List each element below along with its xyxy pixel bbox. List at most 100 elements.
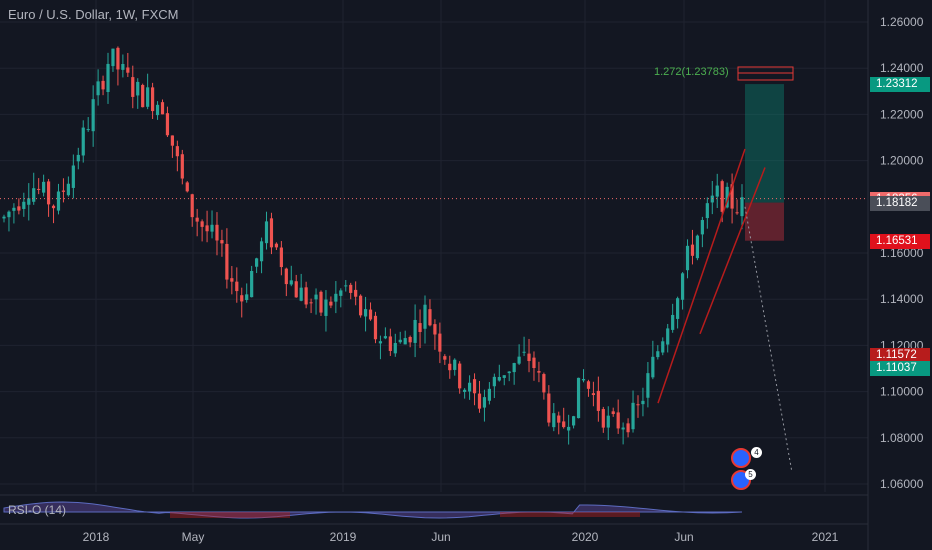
rsi-area [3,501,743,519]
candle-body [368,309,373,320]
candle-body [403,338,407,345]
y-tick-label: 1.10000 [880,385,924,399]
candle-body [220,240,224,244]
candle-body [314,294,318,300]
candle-body [235,281,239,292]
candle-body [126,67,130,73]
candle-body [547,393,551,423]
rsi-label: RSI-O (14) [8,503,67,517]
event-badge-top[interactable]: 4 [751,447,762,458]
candle-body [160,102,165,115]
candle-body [304,287,308,305]
candle-body [373,315,378,340]
candle-body [289,280,293,285]
candle-body [735,212,739,214]
y-tick-label: 1.26000 [880,15,924,29]
y-tick-label: 1.22000 [880,107,924,121]
candle-body [210,224,214,232]
candle-body [121,64,125,70]
candle-body [428,309,432,326]
candle-body [730,184,734,209]
candle-body [448,363,452,371]
candle-body [259,241,264,262]
candle-body [27,198,31,205]
candle-body [225,243,229,280]
candle-body [17,206,21,211]
candle-body [200,221,204,227]
candle-body [91,99,95,132]
candle-body [656,351,660,358]
x-tick-label: Jun [431,530,450,544]
time-axis[interactable]: 2018 May 2019 Jun 2020 Jun 2021 [0,523,868,544]
candle-body [700,220,704,235]
candle-body [180,154,184,179]
candle-body [190,194,194,218]
candle-body [646,373,650,398]
candle-body [636,404,640,406]
candle-body [581,379,586,381]
candle-body [329,301,333,306]
candle-body [2,216,6,219]
rsi-negative-zone [170,512,290,518]
price-grid [0,0,868,492]
price-axis[interactable]: 1.26000 1.24000 1.22000 1.20000 1.16000 1.140… [867,0,932,550]
candle-body [359,295,363,316]
y-tick-label: 1.08000 [880,431,924,445]
candle-body [245,294,249,300]
candle-body [185,182,189,192]
candle-body [527,353,531,362]
candle-body [7,211,11,218]
rsi-negative-zone [500,512,640,517]
candle-body [37,188,41,190]
candle-body [111,48,115,67]
candle-body [705,203,709,219]
candle-body [398,339,402,343]
candle-body [334,293,338,302]
x-tick-label: 2019 [330,530,357,544]
candle-body [46,181,51,205]
candle-body [170,135,175,146]
candle-body [324,299,328,316]
candle-body [96,81,100,96]
candle-body [165,113,170,136]
candle-body [611,411,615,415]
candle-body [492,376,496,387]
x-tick-label: 2018 [83,530,110,544]
y-tick-label: 1.06000 [880,477,924,491]
candle-body [740,197,744,217]
candle-body [502,375,506,378]
candle-body [354,289,358,297]
candle-body [671,314,675,330]
event-badge-bottom[interactable]: 5 [745,469,756,480]
candle-body [631,402,635,430]
candle-body [720,181,724,212]
candle-body [71,165,75,188]
trend-line [699,167,766,335]
fib-extension-label: 1.272(1.23783) [654,66,729,78]
candle-body [725,186,729,208]
price-tag-level-b: 1.11037 [870,360,930,376]
candle-body [131,77,135,97]
drawings-layer [0,66,868,490]
chart-title: Euro / U.S. Dollar, 1W, FXCM [8,7,179,22]
trend-line [657,148,746,404]
candle-body [438,333,442,352]
candle-body [86,129,90,131]
candle-body [195,217,199,222]
candle-body [666,328,670,345]
candle-body [51,205,56,209]
candle-body [279,247,283,268]
loss-zone [745,202,784,241]
candle-body [61,190,66,192]
candle-body [240,295,244,302]
candle-body [299,287,303,301]
candle-body [458,363,462,389]
candle-body [641,400,645,405]
candle-body [319,291,323,313]
candle-body [651,356,655,378]
x-tick-label: May [182,530,205,544]
candle-body [22,201,26,209]
y-tick-label: 1.14000 [880,292,924,306]
candle-body [433,324,437,335]
